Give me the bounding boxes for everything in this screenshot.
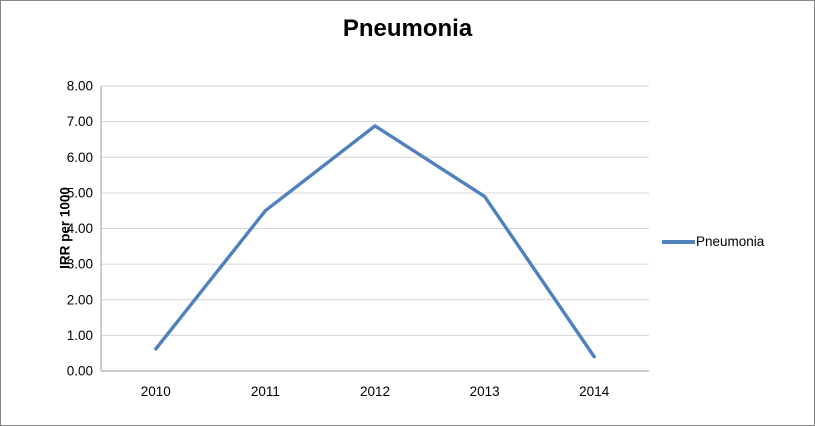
y-tick-label: 4.00: [67, 221, 93, 236]
legend-line-swatch: [662, 239, 695, 244]
y-tick-label: 6.00: [67, 150, 93, 165]
y-tick-label: 5.00: [67, 185, 93, 200]
y-tick-label: 7.00: [67, 114, 93, 129]
x-tick-label: 2012: [360, 384, 390, 399]
plot-area: 0.00 1.00 2.00 3.00 4.00 5.00 6.00 7.00 8.00 2010…: [67, 79, 649, 399]
y-tick-label: 3.00: [67, 257, 93, 272]
x-tick-label: 2011: [251, 384, 280, 399]
y-tick-label: 2.00: [67, 292, 93, 307]
chart-title: Pneumonia: [342, 15, 473, 42]
series-line: [154, 124, 596, 359]
legend: Pneumonia: [662, 234, 764, 249]
x-tick-label: 2014: [579, 384, 610, 399]
y-tick-label: 1.00: [67, 328, 93, 343]
x-tick-label: 2013: [470, 384, 500, 399]
x-tick-label: 2010: [141, 384, 171, 399]
y-tick-label: 8.00: [67, 79, 93, 94]
legend-label: Pneumonia: [696, 234, 765, 249]
y-tick-label: 0.00: [67, 364, 93, 379]
